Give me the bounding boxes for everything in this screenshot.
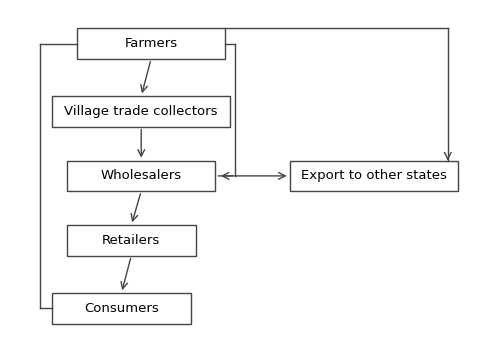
Text: Consumers: Consumers xyxy=(84,302,159,315)
FancyBboxPatch shape xyxy=(52,293,190,324)
Text: Village trade collectors: Village trade collectors xyxy=(64,105,218,118)
FancyBboxPatch shape xyxy=(290,161,458,191)
Text: Export to other states: Export to other states xyxy=(300,169,446,183)
Text: Retailers: Retailers xyxy=(102,234,160,247)
FancyBboxPatch shape xyxy=(77,28,226,59)
Text: Farmers: Farmers xyxy=(124,37,178,50)
FancyBboxPatch shape xyxy=(67,161,216,191)
Text: Wholesalers: Wholesalers xyxy=(100,169,182,183)
FancyBboxPatch shape xyxy=(67,225,196,256)
FancyBboxPatch shape xyxy=(52,96,230,127)
